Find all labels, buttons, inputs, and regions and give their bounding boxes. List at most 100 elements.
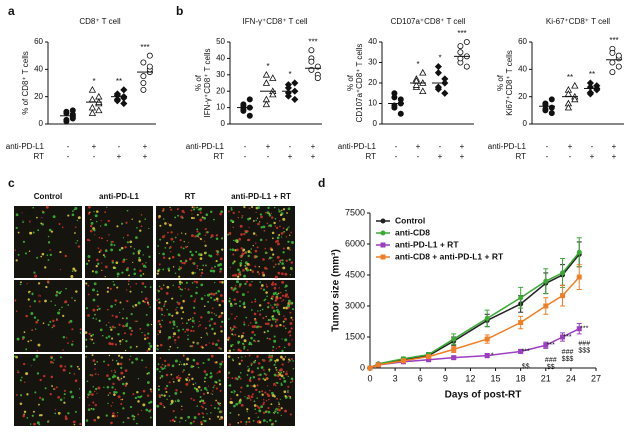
cell-dot bbox=[120, 246, 124, 250]
cell-dot bbox=[203, 305, 206, 308]
cell-dot bbox=[232, 253, 235, 256]
cell-dot bbox=[99, 328, 103, 332]
legend-label: anti-CD8 bbox=[395, 227, 430, 237]
cell-dot bbox=[232, 226, 235, 229]
significance: *** bbox=[609, 36, 618, 45]
data-point bbox=[88, 86, 97, 93]
cell-dot bbox=[36, 372, 40, 375]
y-tick-label: 20 bbox=[216, 86, 225, 95]
cell-dot bbox=[233, 298, 236, 301]
y-tick-label: 40 bbox=[518, 64, 527, 73]
cell-dot bbox=[46, 420, 50, 423]
cell-dot bbox=[256, 397, 258, 399]
cell-dot bbox=[158, 214, 161, 218]
cell-dot bbox=[267, 319, 270, 322]
cell-dot bbox=[85, 262, 89, 265]
cell-dot bbox=[253, 404, 257, 407]
cell-dot bbox=[28, 220, 31, 223]
cell-dot bbox=[200, 297, 204, 301]
cell-dot bbox=[117, 411, 119, 414]
cell-dot bbox=[169, 403, 172, 406]
cell-dot bbox=[279, 398, 281, 401]
cell-dot bbox=[254, 298, 257, 300]
data-point bbox=[463, 63, 470, 70]
cell-dot bbox=[139, 269, 142, 273]
cell-dot bbox=[99, 225, 102, 227]
cell-dot bbox=[128, 274, 130, 277]
row-label: anti-PD-L1 bbox=[338, 142, 377, 151]
cell-dot bbox=[262, 411, 266, 414]
cell-dot bbox=[204, 244, 207, 247]
cell-dot bbox=[249, 399, 252, 401]
cell-dot bbox=[192, 306, 196, 309]
cell-dot bbox=[86, 396, 89, 399]
row-label: RT bbox=[515, 152, 526, 161]
cell-dot bbox=[212, 386, 215, 389]
cell-dot bbox=[116, 272, 120, 276]
row-sign: - bbox=[289, 142, 292, 151]
cell-dot bbox=[239, 300, 241, 303]
cell-dot bbox=[259, 281, 262, 284]
cell-dot bbox=[271, 282, 274, 286]
cell-dot bbox=[276, 242, 280, 246]
cell-dot bbox=[122, 338, 124, 341]
cell-dot bbox=[168, 321, 172, 324]
cell-dot bbox=[22, 414, 25, 418]
cell-dot bbox=[183, 261, 186, 265]
cell-dot bbox=[27, 340, 30, 343]
cell-dot bbox=[58, 308, 61, 311]
cell-dot bbox=[203, 380, 206, 383]
cell-dot bbox=[177, 253, 181, 257]
cell-dot bbox=[63, 389, 66, 392]
cell-dot bbox=[185, 245, 188, 249]
cell-dot bbox=[159, 224, 162, 227]
micrograph bbox=[227, 354, 295, 426]
cell-dot bbox=[106, 206, 108, 208]
cell-dot bbox=[176, 208, 179, 211]
cell-dot bbox=[49, 249, 51, 251]
cell-dot bbox=[277, 371, 280, 374]
cell-dot bbox=[241, 216, 243, 219]
cell-dot bbox=[71, 270, 74, 273]
cell-dot bbox=[144, 218, 147, 220]
cell-dot bbox=[172, 323, 176, 326]
cell-dot bbox=[19, 281, 22, 284]
cell-dot bbox=[266, 222, 269, 225]
cell-dot bbox=[245, 316, 248, 319]
cell-dot bbox=[270, 304, 272, 306]
cell-dot bbox=[274, 225, 276, 227]
cell-dot bbox=[250, 343, 253, 346]
cell-dot bbox=[50, 300, 52, 303]
cell-dot bbox=[280, 374, 284, 378]
cell-dot bbox=[116, 225, 119, 228]
cell-dot bbox=[168, 335, 171, 339]
cell-dot bbox=[215, 314, 217, 317]
cell-dot bbox=[242, 248, 246, 252]
y-axis-label: % of bbox=[194, 74, 203, 91]
cell-dot bbox=[254, 359, 257, 362]
cell-dot bbox=[241, 293, 245, 297]
cell-dot bbox=[138, 220, 141, 223]
cell-dot bbox=[106, 308, 109, 311]
cell-dot bbox=[253, 333, 256, 336]
cell-dot bbox=[133, 248, 136, 250]
cell-dot bbox=[117, 275, 119, 278]
cell-dot bbox=[256, 367, 260, 370]
cell-dot bbox=[97, 373, 100, 376]
cell-dot bbox=[136, 226, 138, 229]
cell-dot bbox=[96, 258, 99, 262]
cell-dot bbox=[215, 292, 218, 295]
chart-title: CD107a⁺CD8⁺ T cell bbox=[391, 17, 466, 26]
cell-dot bbox=[103, 255, 106, 258]
cell-dot bbox=[231, 248, 235, 252]
cell-dot bbox=[253, 400, 256, 403]
cell-dot bbox=[234, 239, 238, 242]
cell-dot bbox=[108, 377, 111, 381]
cell-dot bbox=[284, 317, 287, 321]
cell-dot bbox=[290, 241, 294, 244]
cell-dot bbox=[52, 324, 56, 328]
cell-dot bbox=[44, 299, 47, 303]
cell-dot bbox=[276, 255, 280, 259]
cell-dot bbox=[272, 309, 276, 313]
cell-dot bbox=[25, 372, 29, 376]
